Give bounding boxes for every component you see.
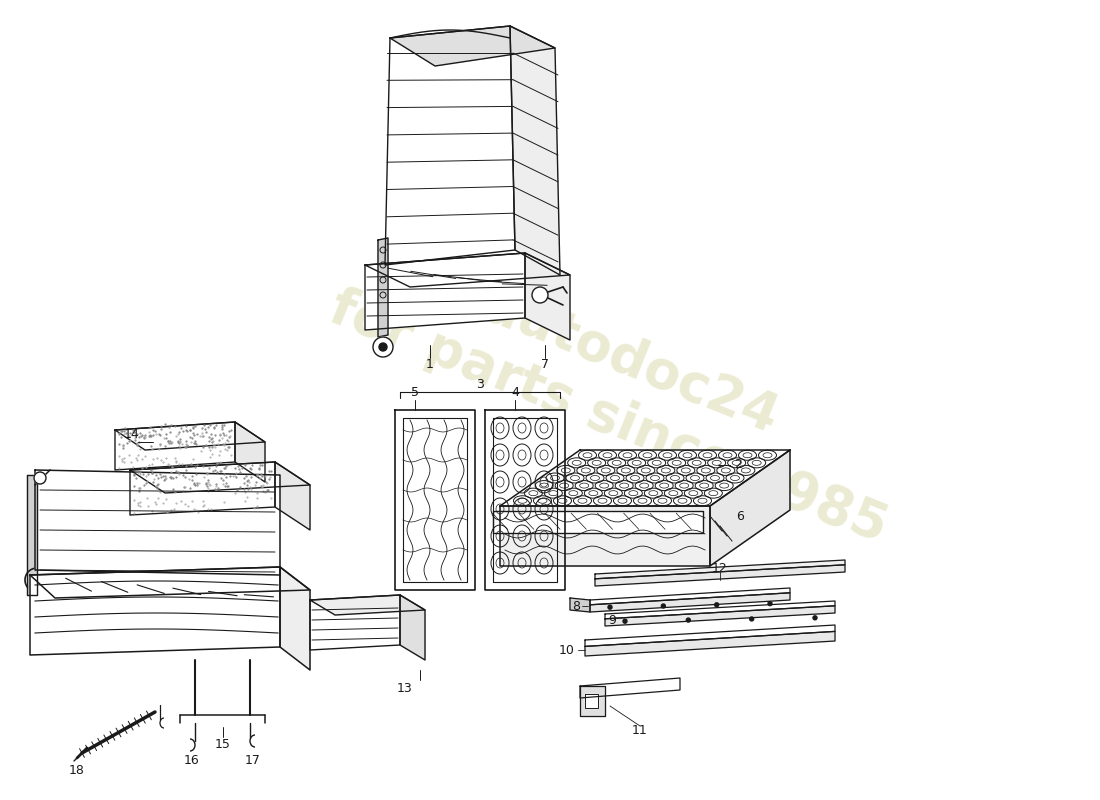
- Polygon shape: [116, 422, 265, 450]
- Text: 15: 15: [214, 738, 230, 751]
- Polygon shape: [570, 598, 590, 612]
- Polygon shape: [525, 253, 570, 340]
- Polygon shape: [485, 410, 565, 590]
- Polygon shape: [30, 567, 310, 598]
- Polygon shape: [585, 625, 835, 646]
- Text: 5: 5: [411, 386, 419, 398]
- Circle shape: [379, 343, 387, 351]
- Circle shape: [813, 616, 817, 620]
- Text: 16: 16: [184, 754, 200, 766]
- Polygon shape: [395, 410, 475, 590]
- Polygon shape: [365, 253, 570, 287]
- Polygon shape: [310, 595, 400, 650]
- Circle shape: [373, 337, 393, 357]
- Polygon shape: [400, 595, 425, 660]
- Polygon shape: [130, 462, 310, 493]
- Text: 4: 4: [512, 386, 519, 398]
- Text: autodoc24
for parts since 1985: autodoc24 for parts since 1985: [322, 226, 917, 554]
- Circle shape: [608, 606, 612, 610]
- Polygon shape: [500, 450, 790, 506]
- Text: 11: 11: [632, 725, 648, 738]
- Polygon shape: [585, 694, 598, 708]
- Polygon shape: [595, 565, 845, 586]
- Circle shape: [532, 287, 548, 303]
- Circle shape: [661, 604, 666, 608]
- Polygon shape: [378, 238, 388, 337]
- Polygon shape: [280, 567, 310, 670]
- Text: 17: 17: [245, 754, 261, 766]
- Polygon shape: [605, 606, 835, 626]
- Polygon shape: [310, 595, 425, 615]
- Text: 14: 14: [124, 429, 140, 442]
- Polygon shape: [590, 593, 790, 612]
- Polygon shape: [365, 253, 525, 330]
- Text: 6: 6: [736, 510, 744, 522]
- Polygon shape: [385, 26, 515, 265]
- Polygon shape: [510, 26, 560, 275]
- Polygon shape: [35, 470, 280, 575]
- Polygon shape: [710, 450, 790, 566]
- Polygon shape: [28, 475, 37, 595]
- Text: 7: 7: [541, 358, 549, 371]
- Polygon shape: [580, 686, 605, 716]
- Circle shape: [623, 619, 627, 623]
- Circle shape: [750, 617, 754, 621]
- Polygon shape: [493, 511, 703, 534]
- Circle shape: [34, 472, 46, 484]
- Text: 1: 1: [426, 358, 433, 371]
- Text: 18: 18: [69, 765, 85, 778]
- Text: 3: 3: [476, 378, 484, 390]
- Text: 10: 10: [559, 643, 575, 657]
- Text: 9: 9: [608, 614, 616, 626]
- Polygon shape: [605, 601, 835, 619]
- Circle shape: [768, 602, 772, 606]
- Polygon shape: [595, 560, 845, 578]
- Polygon shape: [585, 631, 835, 656]
- Polygon shape: [235, 422, 265, 482]
- Polygon shape: [275, 462, 310, 530]
- Polygon shape: [590, 588, 790, 605]
- Circle shape: [715, 603, 718, 607]
- Polygon shape: [30, 567, 280, 655]
- Polygon shape: [130, 462, 275, 515]
- Text: 13: 13: [397, 682, 412, 694]
- Circle shape: [686, 618, 691, 622]
- Polygon shape: [116, 422, 235, 470]
- Text: 8: 8: [572, 599, 580, 613]
- Text: 2: 2: [734, 458, 741, 471]
- Polygon shape: [580, 678, 680, 698]
- Polygon shape: [500, 506, 710, 566]
- Text: 12: 12: [712, 562, 728, 574]
- Polygon shape: [390, 26, 556, 66]
